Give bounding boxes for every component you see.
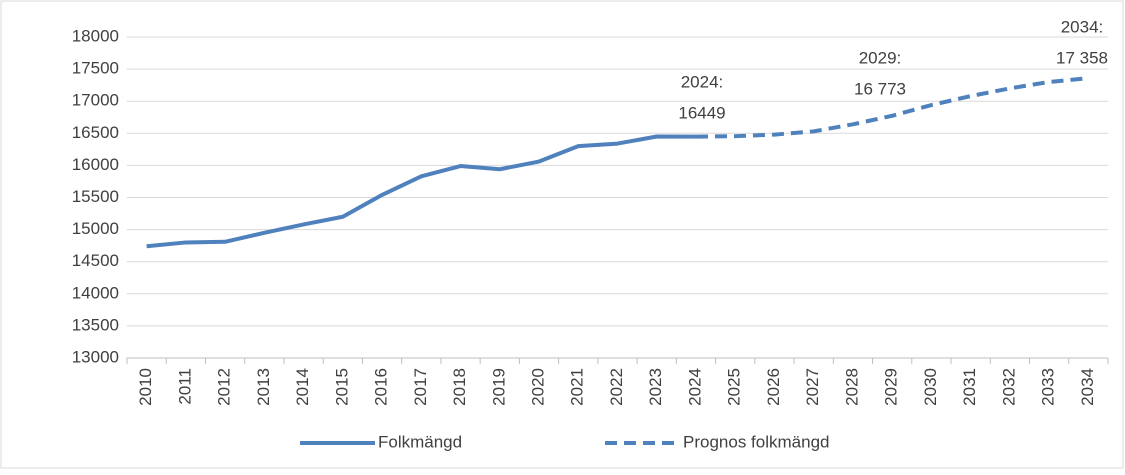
annotation: 17 358 [1056,48,1108,67]
x-tick-label: 2010 [136,368,155,406]
legend-label: Prognos folkmängd [683,432,829,451]
x-tick-label: 2028 [842,368,861,406]
x-tick-label: 2014 [293,368,312,406]
x-tick-label: 2016 [372,368,391,406]
y-tick-label: 13000 [72,347,119,366]
x-tick-label: 2024 [685,368,704,406]
y-tick-label: 13500 [72,315,119,334]
x-tick-label: 2029 [882,368,901,406]
y-tick-label: 18000 [72,26,119,45]
y-tick-label: 17000 [72,91,119,110]
x-tick-label: 2031 [960,368,979,406]
data-line [695,76,1089,139]
x-tick-label: 2017 [411,368,430,406]
x-tick-label: 2033 [1039,368,1058,406]
x-tick-label: 2022 [607,368,626,406]
x-tick-label: 2020 [529,368,548,406]
y-tick-label: 16000 [72,155,119,174]
x-tick-label: 2030 [921,368,940,406]
y-tick-label: 14000 [72,283,119,302]
y-tick-label: 15000 [72,219,119,238]
y-tick-label: 16500 [72,123,119,142]
annotation: 2024: [681,72,724,91]
x-tick-label: 2019 [489,368,508,406]
annotation: 2029: [859,48,902,67]
x-tick-label: 2011 [175,368,194,405]
x-tick-label: 2026 [764,368,783,406]
annotation: 2034: [1061,17,1104,36]
x-tick-label: 2012 [215,368,234,406]
x-tick-label: 2023 [646,368,665,406]
x-tick-label: 2021 [568,368,587,406]
x-tick-label: 2034 [1078,368,1097,406]
legend-label: Folkmängd [378,432,462,451]
x-tick-label: 2018 [450,368,469,406]
x-tick-label: 2032 [999,368,1018,406]
y-tick-label: 17500 [72,59,119,78]
annotation: 16 773 [854,79,906,98]
annotation: 16449 [678,103,725,122]
x-tick-label: 2025 [725,368,744,406]
y-tick-label: 14500 [72,251,119,270]
x-tick-label: 2027 [803,368,822,406]
data-line [146,134,696,249]
x-tick-label: 2013 [254,368,273,406]
x-tick-label: 2015 [332,368,351,406]
y-tick-label: 15500 [72,187,119,206]
